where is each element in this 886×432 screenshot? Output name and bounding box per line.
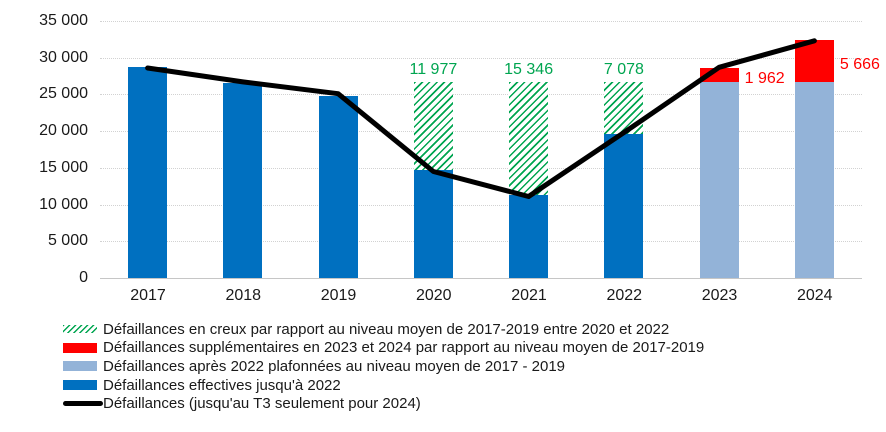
legend-label: Défaillances en creux par rapport au niv…	[103, 320, 670, 338]
gridline-35000	[100, 21, 862, 22]
x-axis-label-2023: 2023	[701, 287, 738, 304]
x-axis-label-2022: 2022	[606, 287, 643, 304]
bar-value-label: 15 346	[504, 60, 554, 78]
bar-2022	[604, 21, 644, 278]
gridline-15000	[100, 167, 862, 169]
bar-2019	[318, 21, 358, 278]
bar-segment-blue	[604, 133, 644, 278]
bar-segment-hatch	[604, 81, 644, 134]
bar-value-label: 5 666	[839, 56, 880, 74]
y-axis-tick: 10 000	[39, 195, 88, 213]
y-axis-tick: 0	[79, 269, 88, 286]
gridline-25000	[100, 94, 862, 96]
bar-segment-red	[794, 40, 834, 82]
bar-segment-light_blue	[699, 81, 739, 278]
gridline-30000	[100, 57, 862, 59]
legend: Défaillances en creux par rapport au niv…	[63, 320, 704, 413]
legend-swatch-light_blue	[63, 361, 97, 372]
gridline-0	[100, 278, 862, 279]
legend-label: Défaillances (jusqu'au T3 seulement pour…	[103, 395, 421, 413]
legend-label: Défaillances effectives jusqu'à 2022	[103, 376, 341, 394]
plot-area: 11 977 15 346 7 078 1 962 5 666	[100, 21, 880, 279]
legend-label: Défaillances supplémentaires en 2023 et …	[103, 339, 705, 357]
gridline-5000	[100, 241, 862, 243]
y-axis-tick: 35 000	[39, 12, 88, 29]
legend-item: Défaillances en creux par rapport au niv…	[63, 320, 704, 339]
legend-item: Défaillances supplémentaires en 2023 et …	[63, 339, 704, 358]
legend-item: Défaillances (jusqu'au T3 seulement pour…	[63, 394, 704, 413]
legend-item: Défaillances après 2022 plafonnées au ni…	[63, 357, 704, 376]
bar-2017	[128, 21, 168, 278]
bar-value-label: 1 962	[744, 69, 785, 87]
y-axis-tick: 5 000	[47, 232, 88, 250]
gridline-10000	[100, 204, 862, 206]
x-axis-label-2021: 2021	[511, 287, 547, 304]
y-axis-tick: 15 000	[39, 158, 88, 176]
bar-2018	[223, 21, 263, 278]
y-axis-tick: 20 000	[39, 122, 88, 140]
y-axis-tick: 25 000	[39, 85, 88, 103]
legend-swatch-red	[63, 342, 97, 353]
legend-swatch-blue	[63, 380, 97, 391]
y-axis-tick: 30 000	[39, 48, 88, 66]
legend-swatch-hatch	[63, 325, 97, 334]
bar-value-label: 7 078	[603, 60, 644, 78]
bar-segment-hatch	[509, 81, 549, 195]
bar-segment-blue	[223, 83, 263, 278]
bar-segment-hatch	[413, 81, 453, 170]
bar-2024	[794, 21, 834, 278]
x-axis-label-2024: 2024	[796, 287, 833, 304]
gridline-20000	[100, 131, 862, 133]
x-axis-label-2020: 2020	[415, 287, 452, 304]
x-axis-label-2018: 2018	[225, 287, 262, 304]
bar-2020	[413, 21, 453, 278]
trend-line	[145, 38, 817, 199]
x-axis-label-2019: 2019	[320, 287, 357, 304]
legend-swatch-line	[63, 401, 103, 407]
bar-segment-blue	[128, 67, 168, 278]
bar-segment-blue	[509, 194, 549, 278]
bar-segment-blue	[413, 169, 453, 278]
legend-item: Défaillances effectives jusqu'à 2022	[63, 376, 704, 395]
bar-2021	[509, 21, 549, 278]
bar-value-label: 11 977	[409, 60, 458, 78]
bar-segment-blue	[318, 95, 358, 278]
x-axis-label-2017: 2017	[130, 287, 166, 304]
bar-segment-light_blue	[794, 81, 834, 278]
legend-label: Défaillances après 2022 plafonnées au ni…	[103, 357, 565, 375]
